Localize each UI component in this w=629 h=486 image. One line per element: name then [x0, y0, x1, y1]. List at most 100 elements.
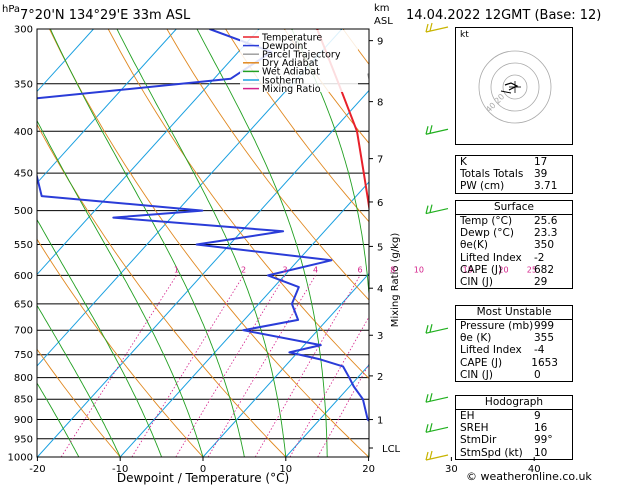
wet-adiabat-line: [291, 29, 369, 457]
isotherm-line: [37, 29, 177, 184]
km-tick-label: 4: [377, 284, 383, 295]
indices-row: K 17: [456, 156, 572, 168]
unstable-row-label: Pressure (mb): [460, 320, 534, 332]
surface-row: CAPE (J) 682: [456, 264, 572, 276]
pressure-tick-label: 750: [14, 350, 33, 361]
hodograph-ring: [490, 62, 540, 112]
indices-row-value: 3.71: [534, 180, 558, 193]
hodo_table-row-label: StmDir: [460, 434, 497, 447]
surface-row-label: CAPE (J): [460, 263, 503, 276]
indices-row-value: 17: [534, 156, 548, 168]
hodo_table-row-label: SREH: [460, 422, 489, 435]
legend-label: Parcel Trajectory: [262, 50, 341, 61]
unstable-row: Pressure (mb) 999: [456, 320, 572, 332]
mixing-ratio-label: 15: [463, 265, 473, 274]
wind-barb: [425, 22, 449, 33]
unstable-row: Lifted Index -4: [456, 344, 572, 356]
unstable-row-value: 0: [534, 368, 541, 381]
mixing-ratio-label: 3: [282, 265, 287, 274]
wet-adiabat-line: [37, 304, 121, 457]
mixing-ratio-label: 2: [241, 265, 246, 274]
wet-adiabat-line: [37, 119, 204, 457]
isotherm-line: [37, 29, 343, 367]
unstable-title: Most Unstable: [456, 306, 572, 320]
hodograph-ring-label: 20: [493, 92, 507, 106]
hodo_table-row-value: 16: [534, 422, 548, 435]
mixing-ratio-label: 6: [358, 265, 363, 274]
km-tick-label: 8: [377, 98, 383, 109]
asl-unit-label: ASL: [374, 16, 393, 27]
indices-row-label: Totals Totals: [460, 168, 524, 181]
legend-label: Dewpoint: [262, 41, 307, 52]
hodo_table-row-value: 99°: [534, 434, 553, 447]
indices-row: Totals Totals 39: [456, 168, 572, 180]
unstable-row-label: CAPE (J): [460, 356, 503, 369]
isotherm-line: [285, 364, 369, 457]
wet-adiabat-line: [196, 29, 328, 457]
pressure-tick-label: 400: [14, 127, 33, 138]
hodo_table-row: StmDir 99°: [456, 434, 572, 446]
datetime-header: 14.04.2022 12GMT (Base: 12): [406, 8, 602, 23]
mixing-ratio-label: 4: [313, 265, 318, 274]
wind-barb: [425, 125, 449, 135]
pressure-tick-label: 600: [14, 271, 33, 282]
wind-barb: [425, 324, 449, 334]
unstable-row-label: θe (K): [460, 332, 492, 345]
pressure-tick-label: 300: [14, 25, 33, 36]
indices-row-label: K: [460, 156, 467, 168]
surface-row: θe(K) 350: [456, 239, 572, 251]
indices-row: PW (cm) 3.71: [456, 180, 572, 192]
wind-barb: [425, 204, 449, 215]
surface-row: CIN (J) 29: [456, 276, 572, 288]
surface-table: Surface Temp (°C) 25.6 Dewp (°C) 23.3 θe(K) 35…: [455, 200, 573, 290]
mixing-ratio-axis-label: Mixing Ratio (g/kg): [390, 233, 401, 328]
temperature-tick-label: 20: [362, 464, 375, 475]
surface-row-value: 29: [534, 275, 548, 288]
mixing-ratio-line: [175, 275, 286, 457]
hpa-unit-label: hPa: [2, 4, 21, 15]
km-tick-label: 6: [377, 198, 383, 209]
pressure-tick-label: 550: [14, 240, 33, 251]
legend-label: Temperature: [261, 32, 322, 43]
hodo_table-row-label: EH: [460, 410, 475, 422]
dry-adiabat-line: [578, 29, 629, 457]
unstable-row-value: -4: [534, 344, 545, 357]
mixing-ratio-line: [60, 275, 177, 457]
wet-adiabat-line: [37, 382, 80, 457]
hodo_table-row: EH 9: [456, 410, 572, 422]
hodo_table-row: StmSpd (kt) 10: [456, 447, 572, 459]
surface-row-label: θe(K): [460, 239, 488, 252]
surface-row-value: 25.6: [534, 215, 558, 227]
unstable-row-value: 999: [534, 320, 555, 332]
surface-row-value: 350: [534, 239, 555, 252]
mixing-ratio-label: 10: [414, 265, 424, 274]
surface-row-label: CIN (J): [460, 275, 493, 288]
wind-barb: [425, 423, 449, 433]
indices-row-value: 39: [534, 168, 548, 181]
hodo_table-row-value: 10: [534, 446, 548, 459]
mixing-ratio-label: 8: [390, 265, 395, 274]
storm-motion-arrow: [500, 90, 512, 94]
hodograph-ring: [478, 50, 552, 124]
dry-adiabat-line: [166, 29, 369, 301]
unstable-row-value: 1653: [531, 356, 558, 369]
pressure-tick-label: 950: [14, 434, 33, 445]
hodo_table-row-value: 9: [534, 410, 541, 422]
isotherm-line: [617, 29, 629, 457]
hodograph-ring: [502, 74, 528, 100]
legend-label: Dry Adiabat: [262, 58, 319, 69]
mixing-ratio-line: [131, 275, 244, 457]
wind-barb: [425, 393, 449, 403]
unstable-row-label: Lifted Index: [460, 344, 522, 357]
dry-adiabat-line: [107, 29, 369, 380]
indices-row-label: PW (cm): [460, 180, 505, 193]
mixing-ratio-line: [370, 275, 468, 457]
km-tick-label: 1: [377, 416, 383, 427]
surface-row-label: Lifted Index: [460, 251, 522, 264]
hodograph-trace: [504, 82, 519, 91]
isotherm-line: [37, 29, 260, 276]
dry-adiabat-line: [225, 29, 369, 223]
pressure-tick-label: 450: [14, 169, 33, 180]
hodograph-panel: 20 40 kt: [455, 27, 573, 145]
mixing-ratio-label: 20: [498, 265, 508, 274]
